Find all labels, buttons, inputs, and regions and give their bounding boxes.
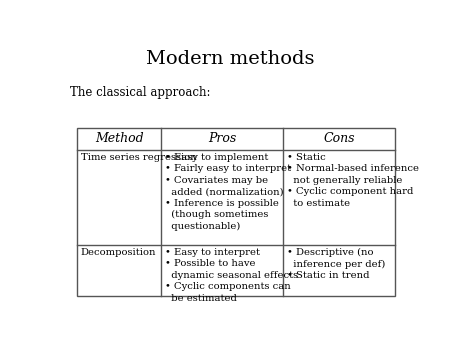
Text: Modern methods: Modern methods xyxy=(146,50,315,68)
Text: Cons: Cons xyxy=(323,132,355,145)
Text: The classical approach:: The classical approach: xyxy=(70,86,211,99)
Text: Decomposition: Decomposition xyxy=(81,248,156,257)
Text: Pros: Pros xyxy=(208,132,237,145)
Text: • Descriptive (no
  inference per def)
• Static in trend: • Descriptive (no inference per def) • S… xyxy=(287,248,385,280)
Text: • Static
• Normal-based inference
  not generally reliable
• Cyclic component ha: • Static • Normal-based inference not ge… xyxy=(287,153,419,208)
Text: • Easy to implement
• Fairly easy to interpret
• Covariates may be
  added (norm: • Easy to implement • Fairly easy to int… xyxy=(165,153,291,231)
Text: • Easy to interpret
• Possible to have
  dynamic seasonal effects
• Cyclic compo: • Easy to interpret • Possible to have d… xyxy=(165,248,298,303)
Text: Time series regression: Time series regression xyxy=(81,153,196,162)
Text: Method: Method xyxy=(95,132,144,145)
